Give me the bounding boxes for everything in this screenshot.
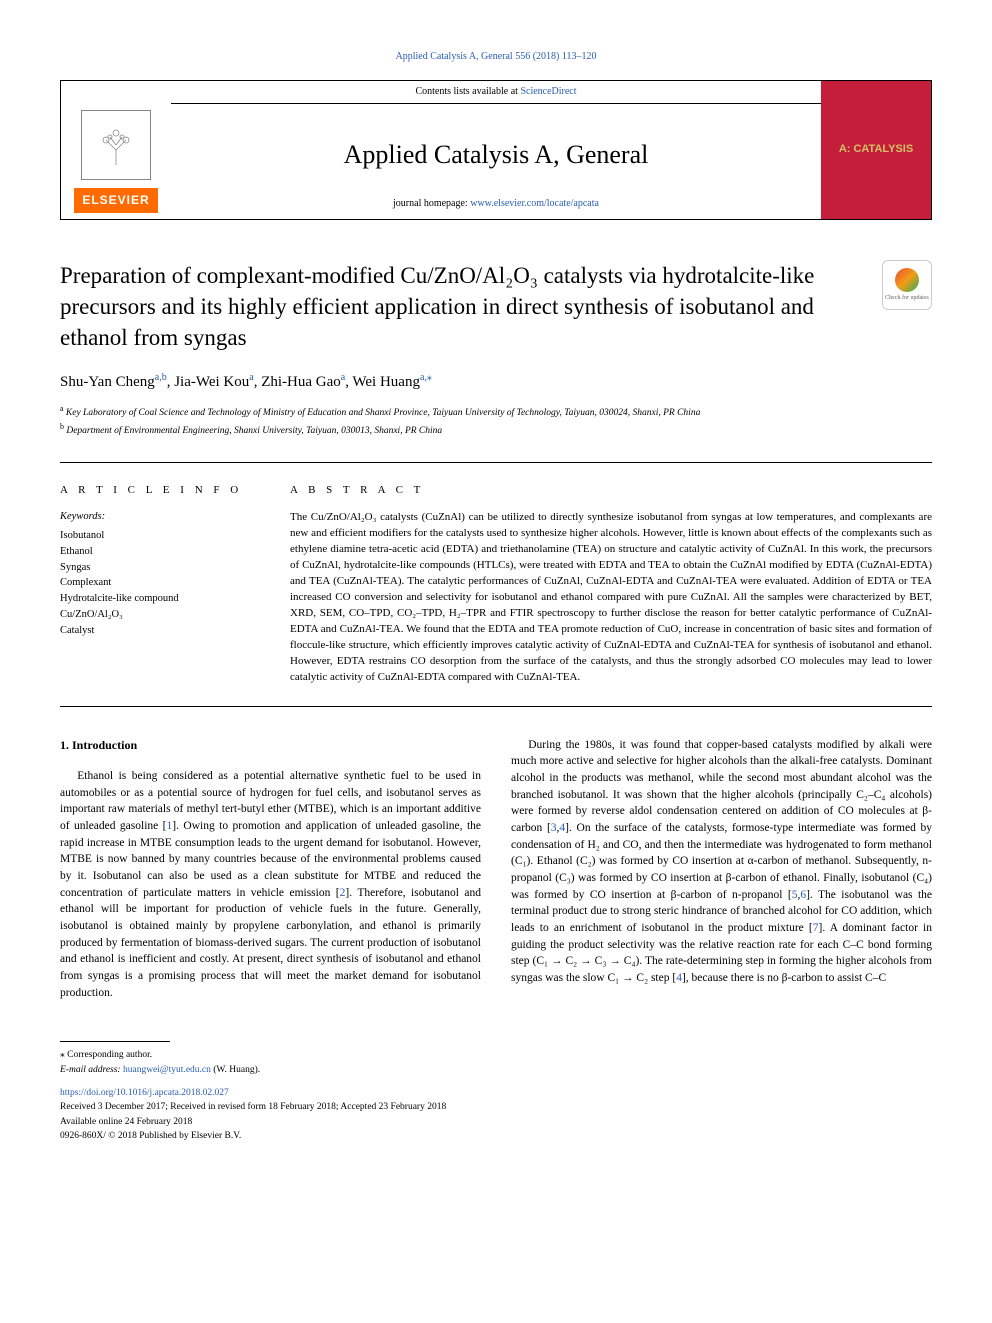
homepage-link[interactable]: www.elsevier.com/locate/apcata bbox=[470, 198, 599, 209]
article-info-label: A R T I C L E I N F O bbox=[60, 483, 260, 498]
body-section: 1. Introduction Ethanol is being conside… bbox=[60, 737, 932, 1002]
keyword: Syngas bbox=[60, 560, 260, 576]
journal-title-block: Contents lists available at ScienceDirec… bbox=[171, 81, 821, 219]
email-link[interactable]: huangwei@tyut.edu.cn bbox=[123, 1065, 211, 1075]
contents-label: Contents lists available at bbox=[415, 86, 520, 97]
journal-citation[interactable]: Applied Catalysis A, General 556 (2018) … bbox=[60, 50, 932, 64]
abstract-block: A B S T R A C T The Cu/ZnO/Al₂O₃ catalys… bbox=[290, 483, 932, 686]
article-info: A R T I C L E I N F O Keywords: Isobutan… bbox=[60, 483, 260, 686]
affiliation-b: Department of Environmental Engineering,… bbox=[66, 426, 442, 436]
doi-link[interactable]: https://doi.org/10.1016/j.apcata.2018.02… bbox=[60, 1087, 932, 1100]
keywords-list: Isobutanol Ethanol Syngas Complexant Hyd… bbox=[60, 528, 260, 638]
keyword: Isobutanol bbox=[60, 528, 260, 544]
author-4: , Wei Huang bbox=[345, 374, 420, 390]
author-2: , Jia-Wei Kou bbox=[167, 374, 250, 390]
crossmark-icon bbox=[895, 268, 919, 292]
elsevier-branding: ELSEVIER bbox=[61, 81, 171, 219]
keyword: Complexant bbox=[60, 575, 260, 591]
keyword: Hydrotalcite-like compound bbox=[60, 591, 260, 607]
journal-name: Applied Catalysis A, General bbox=[344, 137, 649, 173]
email-label: E-mail address: bbox=[60, 1065, 123, 1075]
keyword: Ethanol bbox=[60, 544, 260, 560]
corr-text: Corresponding author. bbox=[65, 1050, 152, 1060]
section-heading: 1. Introduction bbox=[60, 737, 481, 754]
body-paragraph: During the 1980s, it was found that copp… bbox=[511, 737, 932, 987]
publication-dates: Received 3 December 2017; Received in re… bbox=[60, 1100, 932, 1114]
email-suffix: (W. Huang). bbox=[211, 1065, 260, 1075]
affiliation-a: Key Laboratory of Coal Science and Techn… bbox=[66, 408, 700, 418]
authors-line: Shu-Yan Chenga,b, Jia-Wei Koua, Zhi-Hua … bbox=[60, 371, 932, 393]
journal-header: ELSEVIER Contents lists available at Sci… bbox=[60, 80, 932, 220]
available-online: Available online 24 February 2018 bbox=[60, 1115, 932, 1129]
author-3: , Zhi-Hua Gao bbox=[254, 374, 341, 390]
crossmark-label: Check for updates bbox=[885, 294, 929, 302]
journal-homepage: journal homepage: www.elsevier.com/locat… bbox=[393, 197, 599, 211]
keywords-label: Keywords: bbox=[60, 510, 260, 525]
journal-cover-thumbnail: A: CATALYSIS bbox=[821, 81, 931, 219]
footer-divider bbox=[60, 1041, 170, 1042]
abstract-text: The Cu/ZnO/Al₂O₃ catalysts (CuZnAl) can … bbox=[290, 510, 932, 685]
elsevier-logo: ELSEVIER bbox=[74, 188, 157, 213]
author-1: Shu-Yan Cheng bbox=[60, 374, 155, 390]
article-title: Preparation of complexant-modified Cu/Zn… bbox=[60, 260, 862, 353]
elsevier-tree-icon bbox=[81, 110, 151, 180]
keyword: Cu/ZnO/Al₂O₃ bbox=[60, 607, 260, 623]
affiliations: a Key Laboratory of Coal Science and Tec… bbox=[60, 403, 932, 438]
sciencedirect-link[interactable]: ScienceDirect bbox=[520, 86, 576, 97]
body-paragraph: Ethanol is being considered as a potenti… bbox=[60, 768, 481, 1001]
copyright-line: 0926-860X/ © 2018 Published by Elsevier … bbox=[60, 1129, 932, 1143]
crossmark-badge[interactable]: Check for updates bbox=[882, 260, 932, 310]
author-4-affil[interactable]: a,⁎ bbox=[420, 372, 432, 383]
abstract-label: A B S T R A C T bbox=[290, 483, 932, 498]
article-meta-row: A R T I C L E I N F O Keywords: Isobutan… bbox=[60, 462, 932, 707]
keyword: Catalyst bbox=[60, 623, 260, 639]
homepage-label: journal homepage: bbox=[393, 198, 470, 209]
corresponding-author: ⁎ Corresponding author. E-mail address: … bbox=[60, 1048, 932, 1077]
sciencedirect-line: Contents lists available at ScienceDirec… bbox=[171, 81, 821, 104]
author-1-affil[interactable]: a,b bbox=[155, 372, 167, 383]
